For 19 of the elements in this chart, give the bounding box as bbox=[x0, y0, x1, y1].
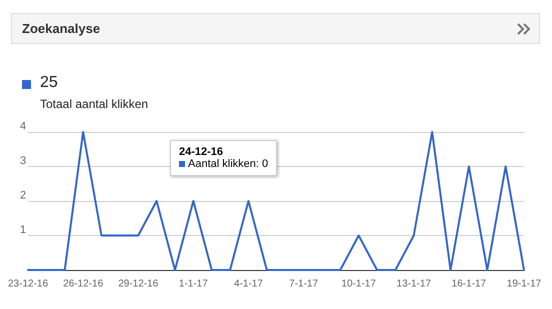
annotation: 24-12-16 bbox=[179, 146, 224, 158]
annotation: Aantal klikken: 0 bbox=[187, 158, 268, 170]
chart-subtitle: 25 bbox=[40, 74, 58, 92]
y-tick-label: 2 bbox=[20, 190, 26, 202]
x-tick-label: 4-1-17 bbox=[234, 278, 264, 290]
y-tick-label: 3 bbox=[20, 155, 26, 167]
y-tick-label: 4 bbox=[20, 120, 26, 132]
x-tick-label: 13-1-17 bbox=[396, 278, 432, 290]
x-tick-label: 29-12-16 bbox=[118, 278, 159, 290]
x-tick-label: 26-12-16 bbox=[63, 278, 104, 290]
x-tick-label: 7-1-17 bbox=[289, 278, 318, 290]
x-tick-label: 16-1-17 bbox=[452, 278, 487, 290]
y-tick-label: 1 bbox=[20, 224, 26, 236]
text: Totaal aantal klikken bbox=[40, 97, 148, 111]
x-tick-label: 10-1-17 bbox=[341, 278, 376, 290]
x-tick-label: 23-12-16 bbox=[8, 278, 48, 290]
chart-title: Zoekanalyse bbox=[22, 21, 100, 36]
x-tick-label: 19-1-17 bbox=[506, 278, 542, 290]
x-tick-label: 1-1-17 bbox=[178, 278, 208, 290]
